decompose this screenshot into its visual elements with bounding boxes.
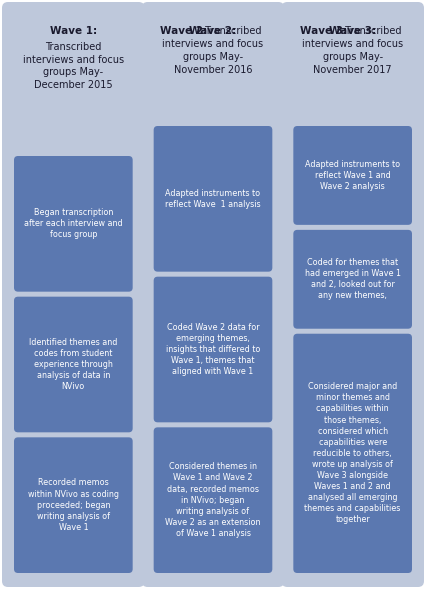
Text: Wave 2:: Wave 2: <box>190 26 236 36</box>
FancyBboxPatch shape <box>14 156 132 292</box>
FancyBboxPatch shape <box>154 277 272 422</box>
FancyBboxPatch shape <box>154 126 272 272</box>
FancyBboxPatch shape <box>2 2 145 587</box>
Text: Adapted instruments to
reflect Wave  1 analysis: Adapted instruments to reflect Wave 1 an… <box>165 189 261 209</box>
Text: Identified themes and
codes from student
experience through
analysis of data in
: Identified themes and codes from student… <box>29 338 118 391</box>
Text: Transcribed: Transcribed <box>342 26 401 36</box>
Text: Adapted instruments to
reflect Wave 1 and
Wave 2 analysis: Adapted instruments to reflect Wave 1 an… <box>305 160 400 191</box>
FancyBboxPatch shape <box>294 230 412 329</box>
Text: Considered major and
minor themes and
capabilities within
those themes,
consider: Considered major and minor themes and ca… <box>305 382 401 524</box>
Text: interviews and focus: interviews and focus <box>162 39 264 49</box>
FancyBboxPatch shape <box>294 334 412 573</box>
Text: Wave 1:: Wave 1: <box>50 26 97 36</box>
Text: Wave 3:: Wave 3: <box>300 26 347 36</box>
FancyBboxPatch shape <box>294 126 412 225</box>
Text: Transcribed: Transcribed <box>202 26 262 36</box>
Text: Coded for themes that
had emerged in Wave 1
and 2, looked out for
any new themes: Coded for themes that had emerged in Wav… <box>305 258 401 300</box>
Text: Wave 2:: Wave 2: <box>160 26 207 36</box>
Text: groups May-: groups May- <box>322 52 383 62</box>
FancyBboxPatch shape <box>154 428 272 573</box>
FancyBboxPatch shape <box>142 2 284 587</box>
Text: Began transcription
after each interview and
focus group: Began transcription after each interview… <box>24 209 123 240</box>
Text: Coded Wave 2 data for
emerging themes,
insights that differed to
Wave 1, themes : Coded Wave 2 data for emerging themes, i… <box>166 323 260 376</box>
Text: November 2016: November 2016 <box>174 65 252 75</box>
FancyBboxPatch shape <box>14 297 132 432</box>
Text: Recorded memos
within NVivo as coding
proceeded; began
writing analysis of
Wave : Recorded memos within NVivo as coding pr… <box>28 478 119 532</box>
FancyBboxPatch shape <box>14 438 132 573</box>
Text: Transcribed
interviews and focus
groups May-
December 2015: Transcribed interviews and focus groups … <box>23 42 124 90</box>
Text: groups May-: groups May- <box>183 52 243 62</box>
Text: interviews and focus: interviews and focus <box>302 39 403 49</box>
Text: Wave 3:: Wave 3: <box>329 26 376 36</box>
FancyBboxPatch shape <box>281 2 424 587</box>
Text: November 2017: November 2017 <box>314 65 392 75</box>
Text: Considered themes in
Wave 1 and Wave 2
data, recorded memos
in NVivo; began
writ: Considered themes in Wave 1 and Wave 2 d… <box>165 462 261 538</box>
